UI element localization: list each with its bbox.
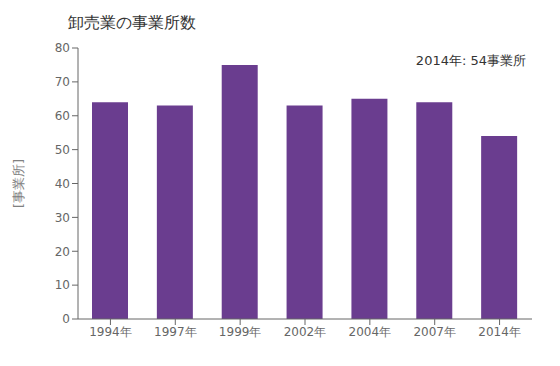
svg-text:50: 50 (55, 143, 70, 157)
svg-text:30: 30 (55, 211, 70, 225)
svg-text:70: 70 (55, 75, 70, 89)
svg-text:2007年: 2007年 (413, 325, 456, 339)
svg-text:[事業所]: [事業所] (11, 159, 26, 208)
svg-text:60: 60 (55, 109, 70, 123)
svg-text:2002年: 2002年 (284, 325, 327, 339)
svg-text:10: 10 (55, 278, 70, 292)
html-text:2014年: 54事業所: 2014年: 54事業所 (415, 53, 526, 68)
svg-text:40: 40 (55, 177, 70, 191)
svg-text:2004年: 2004年 (349, 325, 392, 339)
svg-text:1997年: 1997年 (154, 325, 197, 339)
svg-text:1994年: 1994年 (89, 325, 132, 339)
svg-text:20: 20 (55, 245, 70, 259)
svg-text:1999年: 1999年 (219, 325, 262, 339)
html-text:卸売業の事業所数: 卸売業の事業所数 (68, 13, 196, 32)
svg-text:80: 80 (55, 41, 70, 55)
svg-text:2014年: 2014年 (478, 325, 521, 339)
svg-text:0: 0 (62, 312, 70, 326)
